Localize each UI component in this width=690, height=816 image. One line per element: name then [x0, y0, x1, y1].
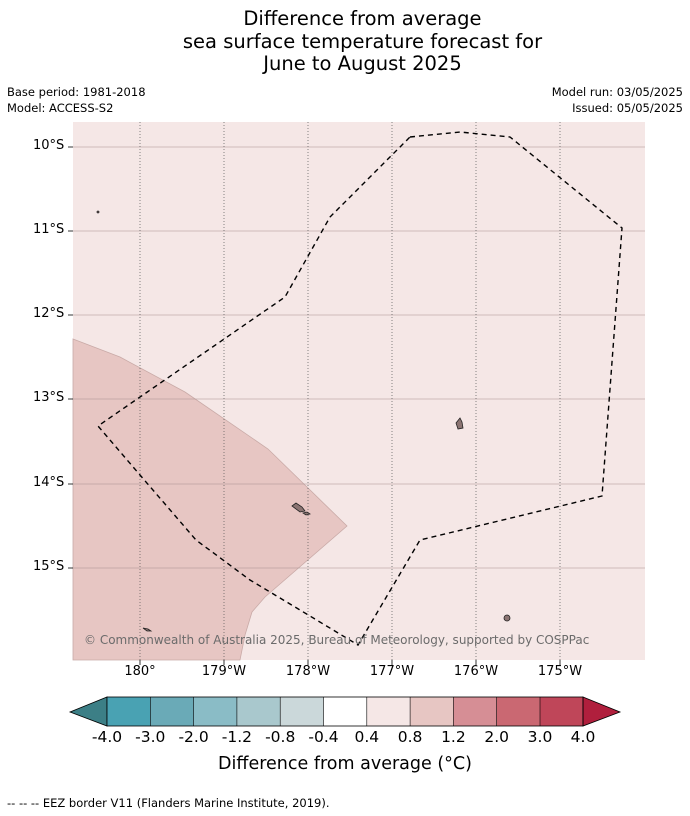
colorbar-tick: 3.0: [527, 728, 553, 746]
title-line-3: June to August 2025: [263, 52, 462, 75]
lat-label-12s: 12°S: [33, 306, 65, 321]
lat-label-11s: 11°S: [33, 222, 65, 237]
colorbar-tick: -1.2: [221, 728, 253, 746]
colorbar-bin-5: [280, 697, 324, 726]
colorbar-tick: -3.0: [135, 728, 166, 746]
colorbar-tick: 2.0: [484, 728, 510, 746]
title-line-2: sea surface temperature forecast for: [182, 29, 543, 53]
colorbar-outline: [106, 696, 584, 727]
colorbar-high-extend: [582, 696, 622, 727]
colorbar-bin-6: [323, 697, 367, 726]
island-small-4: [96, 210, 100, 214]
map-title: Difference from average sea surface temp…: [0, 7, 690, 76]
island-small-2: [503, 614, 511, 622]
copyright-notice: © Commonwealth of Australia 2025, Bureau…: [84, 633, 590, 647]
colorbar-bin-11: [540, 697, 583, 726]
colorbar-tick: -0.8: [265, 728, 296, 746]
colorbar-low-extend: [68, 696, 108, 727]
colorbar-bin-7: [366, 697, 411, 726]
lon-label-180: 180°: [124, 664, 156, 679]
issued-date: Issued: 05/05/2025: [572, 101, 683, 115]
meta-left: Base period: 1981-2018 Model: ACCESS-S2: [7, 84, 146, 116]
colorbar-tick: -4.0: [91, 728, 123, 746]
lon-label-176w: 176°W: [453, 664, 499, 679]
colorbar-bin-4: [236, 697, 281, 726]
lat-label-15s: 15°S: [33, 559, 65, 574]
lat-label-10s: 10°S: [33, 138, 65, 153]
map-panel: [68, 122, 645, 665]
islands: [96, 210, 511, 632]
colorbar-label: Difference from average (°C): [218, 754, 472, 774]
colorbar-tick: -2.0: [178, 728, 209, 746]
model-name: Model: ACCESS-S2: [7, 101, 114, 115]
meta-right: Model run: 03/05/2025 Issued: 05/05/2025: [552, 84, 683, 116]
colorbar-tick: 0.8: [397, 728, 423, 746]
lat-label-14s: 14°S: [33, 475, 65, 490]
colorbar-bin-10: [496, 697, 540, 726]
eez-border: [96, 131, 623, 646]
colorbar-bin-1: [107, 697, 151, 726]
axis-ticks: [68, 146, 561, 665]
island-small-1: [302, 511, 311, 516]
graticule: [73, 146, 645, 569]
lon-label-175w: 175°W: [537, 664, 583, 679]
lon-label-179w: 179°W: [201, 664, 247, 679]
lon-label-177w: 177°W: [369, 664, 415, 679]
colorbar-tick: 1.2: [441, 728, 466, 746]
colorbar-bin-8: [410, 697, 454, 726]
lat-label-13s: 13°S: [33, 390, 65, 405]
model-run: Model run: 03/05/2025: [551, 85, 683, 99]
eez-footnote: -- -- -- EEZ border V11 (Flanders Marine…: [7, 796, 330, 810]
island-nukufetau: [291, 502, 306, 513]
colorbar-dividers: [150, 697, 541, 726]
colorbar-tick: 0.4: [354, 728, 380, 746]
title-line-1: Difference from average: [243, 7, 482, 30]
lon-label-178w: 178°W: [285, 664, 331, 679]
colorbar-tick: -0.4: [308, 728, 339, 746]
colorbar-bin-9: [453, 697, 497, 726]
base-period: Base period: 1981-2018: [7, 85, 146, 99]
colorbar-bin-3: [193, 697, 237, 726]
island-small-3: [142, 627, 153, 632]
colorbar-bin-2: [150, 697, 194, 726]
colorbar-tick: 4.0: [570, 728, 596, 746]
island-funafuti: [455, 417, 464, 430]
